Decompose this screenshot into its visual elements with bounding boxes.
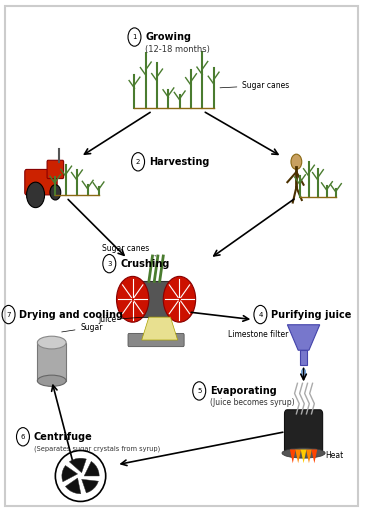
- Text: Sugar canes: Sugar canes: [220, 81, 290, 90]
- Circle shape: [163, 276, 196, 322]
- Text: Sugar canes: Sugar canes: [102, 244, 156, 256]
- Circle shape: [291, 154, 302, 169]
- Text: 1: 1: [132, 34, 137, 40]
- Polygon shape: [312, 450, 317, 463]
- Text: Drying and cooling: Drying and cooling: [19, 310, 124, 319]
- FancyBboxPatch shape: [37, 343, 66, 381]
- Text: 7: 7: [6, 312, 11, 317]
- FancyBboxPatch shape: [47, 160, 63, 179]
- Text: Heat: Heat: [325, 451, 344, 460]
- Ellipse shape: [37, 375, 66, 387]
- Circle shape: [116, 276, 149, 322]
- Text: 4: 4: [258, 312, 263, 317]
- Polygon shape: [301, 450, 306, 463]
- FancyBboxPatch shape: [135, 282, 178, 317]
- Ellipse shape: [301, 369, 306, 378]
- Polygon shape: [288, 325, 320, 350]
- Text: Growing: Growing: [145, 32, 191, 42]
- Ellipse shape: [282, 448, 325, 458]
- Text: Juice: Juice: [99, 315, 142, 324]
- Text: (12-18 months): (12-18 months): [145, 45, 210, 54]
- FancyBboxPatch shape: [285, 410, 323, 454]
- Text: Limestone filter: Limestone filter: [228, 330, 296, 339]
- FancyBboxPatch shape: [300, 350, 307, 366]
- Text: 2: 2: [136, 159, 140, 165]
- Ellipse shape: [55, 451, 106, 501]
- Text: (Separates sugar crystals from syrup): (Separates sugar crystals from syrup): [34, 445, 160, 452]
- Circle shape: [27, 182, 45, 208]
- Polygon shape: [82, 479, 98, 493]
- Polygon shape: [306, 450, 312, 463]
- Text: (Juice becomes syrup): (Juice becomes syrup): [210, 398, 295, 407]
- Text: Evaporating: Evaporating: [210, 386, 277, 396]
- Polygon shape: [295, 450, 301, 463]
- Circle shape: [50, 185, 61, 200]
- Text: 3: 3: [107, 261, 112, 267]
- Text: Sugar: Sugar: [62, 323, 103, 332]
- Polygon shape: [142, 317, 178, 340]
- Polygon shape: [65, 478, 81, 494]
- Text: Harvesting: Harvesting: [149, 157, 209, 167]
- Polygon shape: [69, 458, 86, 473]
- Polygon shape: [62, 465, 78, 482]
- Text: Centrifuge: Centrifuge: [34, 432, 92, 442]
- Ellipse shape: [37, 336, 66, 349]
- FancyBboxPatch shape: [25, 169, 57, 195]
- Text: Crushing: Crushing: [120, 259, 170, 269]
- Text: 6: 6: [21, 434, 25, 440]
- FancyBboxPatch shape: [128, 333, 184, 347]
- Text: Purifying juice: Purifying juice: [271, 310, 352, 319]
- Text: 5: 5: [197, 388, 201, 394]
- Polygon shape: [84, 461, 99, 476]
- Polygon shape: [290, 450, 296, 463]
